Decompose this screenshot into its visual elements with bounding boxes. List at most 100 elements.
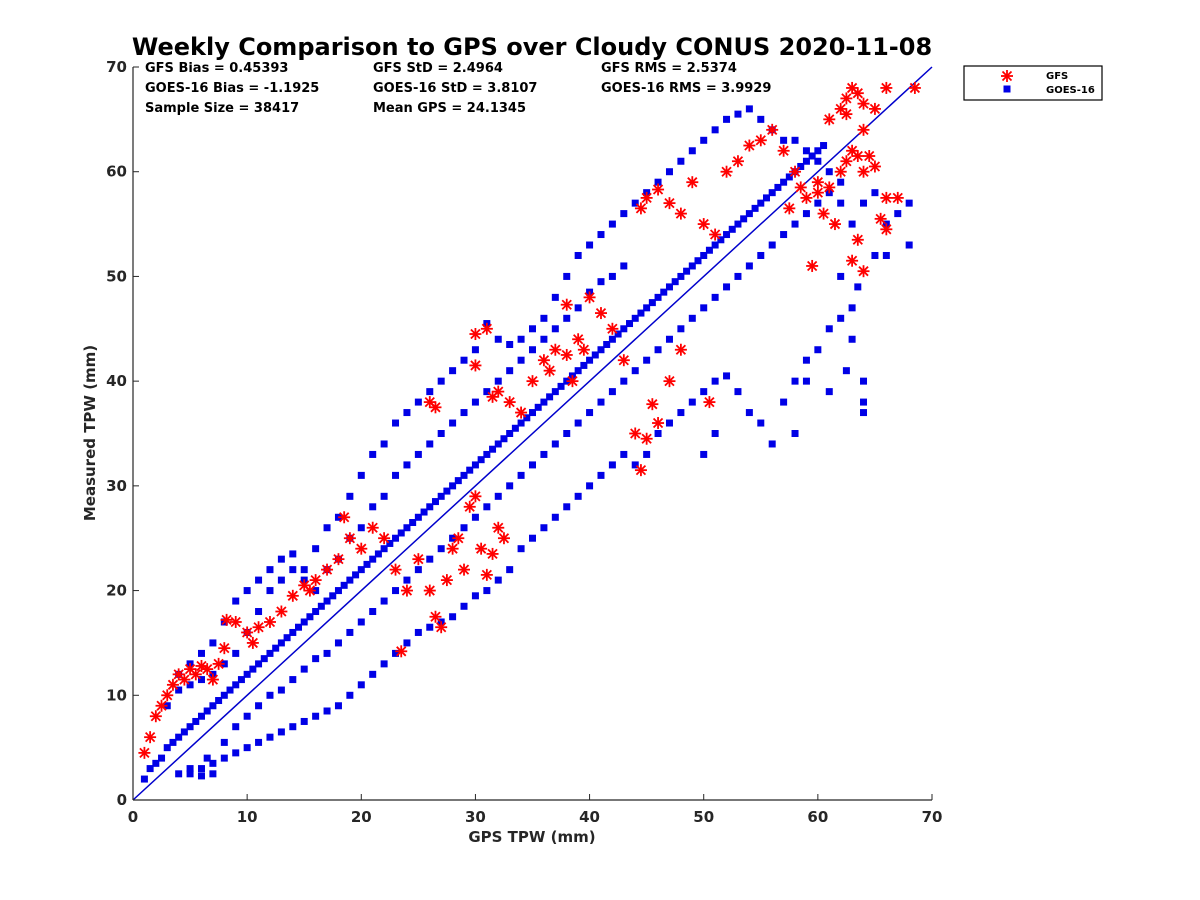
x-tick-label: 60 xyxy=(807,808,828,826)
gfs-point xyxy=(846,254,859,267)
gfs-point xyxy=(423,584,436,597)
goes16-point xyxy=(283,634,291,642)
gfs-point xyxy=(840,155,853,168)
goes16-point xyxy=(369,503,377,511)
goes16-point xyxy=(500,435,508,443)
goes16-point xyxy=(517,419,525,427)
goes16-point xyxy=(323,597,331,605)
gfs-point xyxy=(435,621,448,634)
goes16-point xyxy=(791,136,799,144)
goes16-point xyxy=(711,241,719,249)
goes16-point xyxy=(266,649,274,657)
goes16-point xyxy=(175,733,183,741)
goes16-point xyxy=(586,241,594,249)
goes16-point xyxy=(306,613,314,621)
gfs-point xyxy=(840,92,853,105)
goes16-point xyxy=(694,257,702,265)
goes16-point xyxy=(152,759,160,767)
goes16-point xyxy=(380,492,388,500)
goes16-point xyxy=(557,382,565,390)
goes16-point xyxy=(243,744,251,752)
goes16-point xyxy=(905,241,913,249)
gfs-rms-text: GFS RMS = 2.5374 xyxy=(601,61,737,76)
goes16-point xyxy=(665,168,673,176)
goes16-point xyxy=(660,288,668,296)
goes16-point xyxy=(540,314,548,322)
goes16-point xyxy=(243,587,251,595)
gfs-point xyxy=(572,333,585,346)
goes16-point xyxy=(842,367,850,375)
gfs-point xyxy=(400,584,413,597)
goes16-point xyxy=(723,115,731,123)
gfs-point xyxy=(149,710,162,723)
goes16-point xyxy=(443,487,451,495)
goes16-point xyxy=(551,325,559,333)
goes16-point xyxy=(175,770,183,778)
goes16-point xyxy=(300,566,308,574)
goes16-point xyxy=(882,251,890,259)
goes16-point xyxy=(460,471,468,479)
gfs-bias-text: GFS Bias = 0.45393 xyxy=(145,61,288,76)
goes16-point xyxy=(454,477,462,485)
goes16-point xyxy=(300,717,308,725)
goes-bias-text: GOES-16 Bias = -1.1925 xyxy=(145,81,319,96)
goes16-point xyxy=(802,377,810,385)
gfs-point xyxy=(395,645,408,658)
goes16-point xyxy=(203,754,211,762)
gfs-point xyxy=(549,343,562,356)
y-tick-label: 70 xyxy=(106,58,127,76)
gfs-point xyxy=(880,223,893,236)
gfs-point xyxy=(857,165,870,178)
gfs-point xyxy=(412,553,425,566)
goes16-point xyxy=(300,665,308,673)
gfs-point xyxy=(834,165,847,178)
goes-rms-text: GOES-16 RMS = 3.9929 xyxy=(601,81,771,96)
gfs-point xyxy=(709,228,722,241)
gfs-point xyxy=(674,343,687,356)
goes16-point xyxy=(220,754,228,762)
goes16-point xyxy=(551,513,559,521)
goes16-point xyxy=(357,681,365,689)
goes16-point xyxy=(471,398,479,406)
goes16-point xyxy=(380,660,388,668)
gfs-point xyxy=(629,427,642,440)
gfs-point xyxy=(617,354,630,367)
goes16-point xyxy=(580,361,588,369)
gfs-point xyxy=(800,191,813,204)
goes16-point xyxy=(506,482,514,490)
gfs-point xyxy=(452,532,465,545)
gfs-point xyxy=(789,165,802,178)
goes16-point xyxy=(643,304,651,312)
goes16-point xyxy=(460,356,468,364)
goes16-point xyxy=(837,199,845,207)
goes16-point xyxy=(163,744,171,752)
gfs-point xyxy=(646,398,659,411)
gfs-point xyxy=(777,144,790,157)
goes16-point xyxy=(289,566,297,574)
gfs-point xyxy=(469,328,482,341)
gfs-point xyxy=(463,500,476,513)
goes16-point xyxy=(186,770,194,778)
goes16-point xyxy=(529,325,536,333)
goes16-point xyxy=(688,262,696,270)
goes16-point xyxy=(266,566,274,574)
goes16-point xyxy=(717,236,725,244)
goes16-point xyxy=(620,210,628,218)
gfs-point xyxy=(851,87,864,100)
goes16-point xyxy=(489,445,497,453)
goes16-point xyxy=(517,356,525,364)
goes16-point xyxy=(808,152,816,160)
y-axis-label: Measured TPW (mm) xyxy=(81,345,99,521)
goes16-point xyxy=(511,424,519,432)
goes16-point xyxy=(529,409,536,417)
gfs-point xyxy=(321,563,334,576)
goes16-point xyxy=(414,628,422,636)
goes16-point xyxy=(677,272,685,280)
gfs-point xyxy=(851,150,864,163)
goes16-point xyxy=(665,335,673,343)
goes16-point xyxy=(517,545,525,553)
gfs-point xyxy=(823,181,836,194)
goes16-point xyxy=(700,450,708,458)
gfs-point xyxy=(480,568,493,581)
goes16-point xyxy=(323,649,331,657)
